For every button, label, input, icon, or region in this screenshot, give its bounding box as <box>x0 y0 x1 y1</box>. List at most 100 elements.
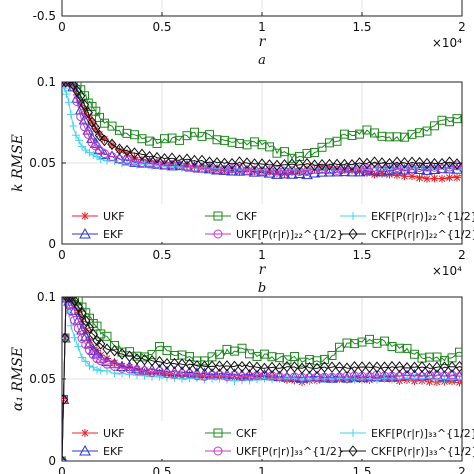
data-point <box>407 156 417 169</box>
data-point <box>74 342 83 351</box>
data-point <box>332 136 342 146</box>
data-point <box>114 143 125 155</box>
data-point <box>215 349 224 359</box>
legend-marker <box>79 227 91 239</box>
data-point <box>73 300 83 313</box>
data-point <box>140 371 149 380</box>
data-point <box>103 156 111 165</box>
x-tick-label: 1.5 <box>352 20 371 34</box>
legend-marker <box>213 446 223 456</box>
data-point <box>62 90 71 99</box>
x-tick-label: 0 <box>58 20 66 34</box>
data-point <box>169 357 180 370</box>
data-point <box>84 321 95 334</box>
data-point <box>205 130 214 140</box>
legend-label: EKF <box>103 445 124 458</box>
data-point <box>354 157 365 169</box>
data-point <box>439 361 450 373</box>
data-point <box>159 153 170 165</box>
data-point <box>302 157 312 170</box>
series-line <box>62 297 462 461</box>
data-point <box>70 315 79 325</box>
legend-marker <box>348 445 358 457</box>
data-point <box>182 153 192 166</box>
legend-marker <box>349 212 357 220</box>
legend-label: UKF[P(r|r)]₃₃^{1/2} <box>236 445 344 458</box>
data-point <box>132 353 142 365</box>
data-point <box>139 353 150 366</box>
data-point <box>415 174 424 183</box>
data-point <box>96 338 106 350</box>
data-point <box>424 362 435 375</box>
series-group <box>62 297 462 461</box>
data-point <box>369 156 380 168</box>
y-tick-label: 0.1 <box>37 290 56 304</box>
legend-marker <box>81 212 89 220</box>
data-point <box>264 159 275 171</box>
x-tick-label: 0.5 <box>152 248 171 262</box>
data-point <box>214 360 225 373</box>
data-point <box>129 147 140 159</box>
data-point <box>365 374 374 383</box>
y-tick-label: 0 <box>48 454 56 468</box>
axes-frame <box>61 0 463 17</box>
data-point <box>242 157 252 169</box>
data-point <box>304 361 315 374</box>
data-point <box>310 148 319 158</box>
data-point <box>96 155 105 164</box>
data-point <box>237 343 247 353</box>
series-line <box>62 297 462 461</box>
y-axis-label: α₁ RMSE <box>10 347 26 411</box>
data-point <box>279 158 290 171</box>
data-point <box>76 112 86 122</box>
data-point <box>301 168 313 180</box>
legend-label: UKF[P(r|r)]₂₂^{1/2} <box>236 228 344 241</box>
data-point <box>228 166 236 175</box>
x-tick-label: 1 <box>258 248 266 262</box>
data-point <box>235 167 244 176</box>
data-point <box>94 129 105 142</box>
data-point <box>78 113 91 125</box>
data-point <box>250 167 259 176</box>
data-point <box>452 158 462 170</box>
legend-marker <box>348 228 358 240</box>
data-point <box>339 158 350 171</box>
legend-label: UKF <box>103 427 125 440</box>
data-point <box>212 156 222 169</box>
series-group <box>62 82 462 183</box>
data-point <box>273 169 281 178</box>
data-point <box>77 307 87 320</box>
data-point <box>452 161 462 171</box>
data-point <box>324 158 335 171</box>
data-point <box>152 138 162 148</box>
data-point <box>64 98 73 107</box>
data-point <box>137 148 147 161</box>
data-point <box>62 455 67 461</box>
data-point <box>274 362 285 375</box>
data-point <box>85 361 94 370</box>
data-point <box>444 156 455 168</box>
data-point <box>432 361 442 373</box>
data-point <box>81 314 91 327</box>
data-point <box>455 163 462 172</box>
data-point <box>80 122 89 132</box>
data-point <box>64 82 75 88</box>
legend-box <box>66 204 458 242</box>
data-point <box>429 157 440 170</box>
data-point <box>93 366 101 375</box>
data-point <box>384 157 395 170</box>
legend-marker <box>213 211 223 221</box>
data-point <box>93 143 106 154</box>
x-tick-label: 0 <box>58 465 66 474</box>
data-point <box>133 365 141 374</box>
data-point <box>84 112 93 121</box>
x-exponent-label: ×10⁴ <box>432 36 462 50</box>
data-point <box>357 361 367 373</box>
data-point <box>362 157 372 170</box>
data-point <box>400 172 409 181</box>
data-point <box>62 332 70 344</box>
data-point <box>422 157 432 170</box>
x-tick-label: 0.5 <box>152 465 171 474</box>
data-point <box>89 150 98 159</box>
